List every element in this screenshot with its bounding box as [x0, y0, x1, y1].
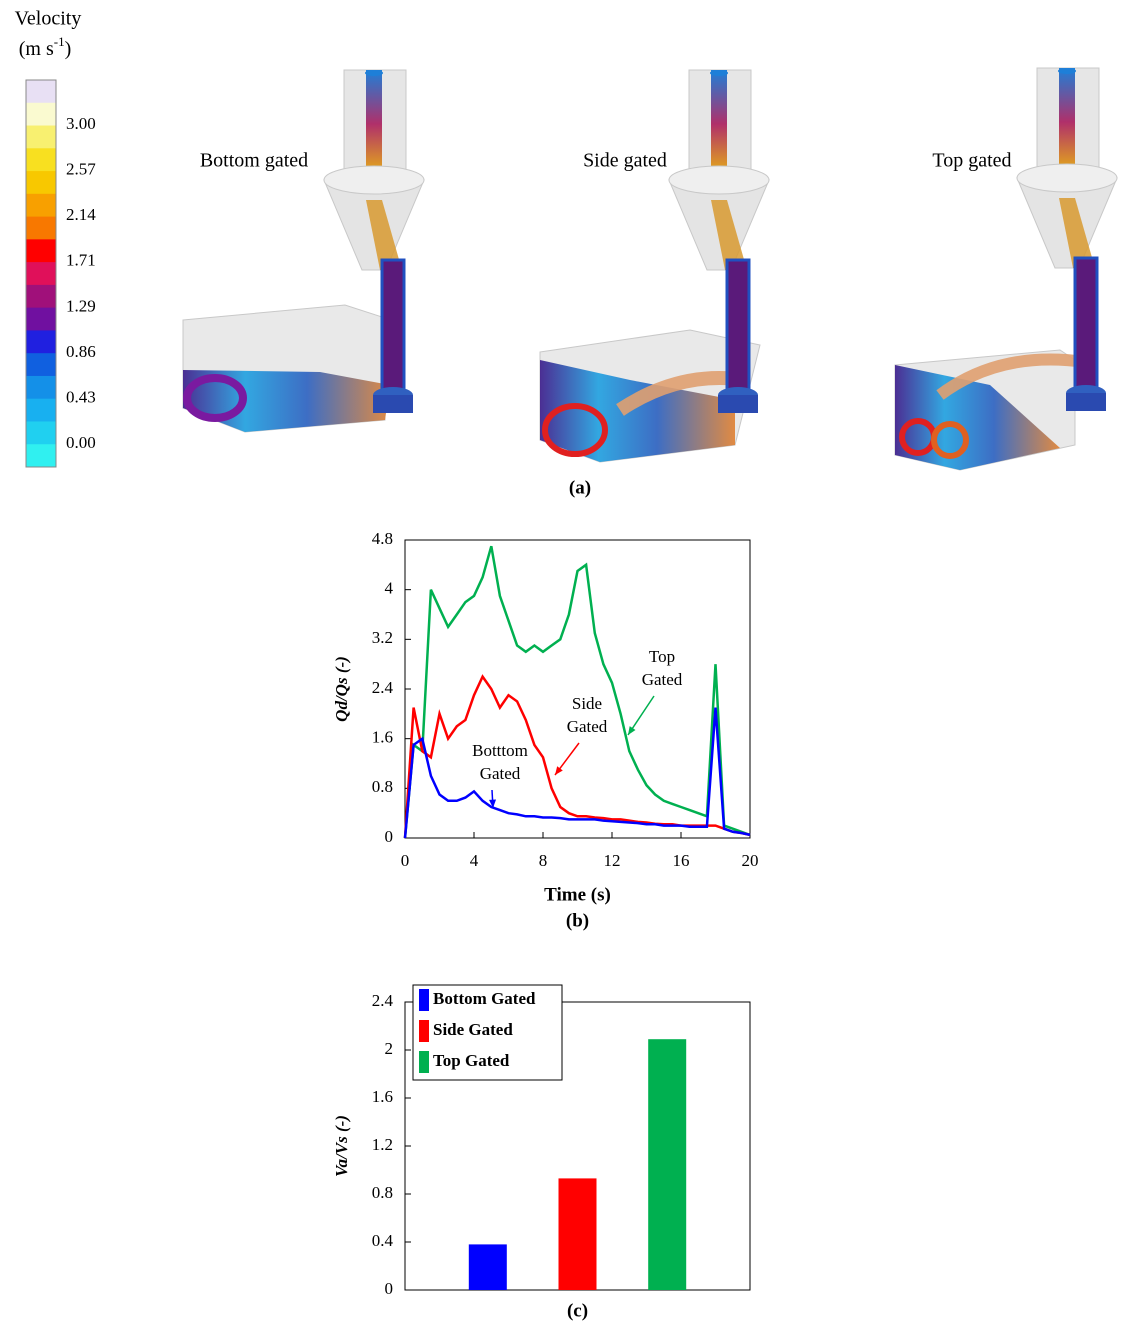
colorbar-segment	[26, 126, 56, 149]
colorbar-segment	[26, 376, 56, 399]
render-label: Bottom gated	[200, 150, 308, 172]
annotation: Botttom	[472, 741, 528, 760]
colorbar-label: 0.86	[66, 342, 96, 361]
unit-text: )	[65, 38, 72, 60]
colorbar-segment	[26, 308, 56, 331]
y-axis-label: Qd/Qs (-)	[332, 656, 351, 722]
colorbar-segment	[26, 330, 56, 353]
bar	[559, 1178, 597, 1290]
colorbar-segment	[26, 194, 56, 217]
arrow-head	[555, 766, 563, 775]
colorbar-segment	[26, 239, 56, 262]
colorbar-segment	[26, 353, 56, 376]
legend-swatch	[419, 1051, 429, 1073]
annotation: Gated	[567, 717, 608, 736]
x-tick-label: 0	[401, 851, 410, 870]
x-tick-label: 8	[539, 851, 548, 870]
y-tick-label: 2.4	[372, 678, 394, 697]
legend-swatch	[419, 989, 429, 1011]
plot-frame	[405, 540, 750, 838]
y-tick-label: 0	[385, 827, 394, 846]
y-tick-label: 0.8	[372, 1183, 393, 1202]
colorbar-segment	[26, 103, 56, 126]
render-label: Side gated	[583, 150, 667, 172]
colorbar-label: 3.00	[66, 114, 96, 133]
y-axis-label: Va/Vs (-)	[332, 1115, 351, 1177]
colorbar-segment	[26, 399, 56, 422]
bar	[648, 1039, 686, 1290]
caption: (c)	[567, 1300, 588, 1321]
bar	[469, 1244, 507, 1290]
legend-label: Side Gated	[433, 1020, 513, 1039]
caption: (a)	[569, 477, 591, 498]
annotation: Side	[572, 694, 602, 713]
colorbar-segment	[26, 80, 56, 103]
legend-label: Bottom Gated	[433, 989, 536, 1008]
x-tick-label: 12	[604, 851, 621, 870]
y-tick-label: 0.4	[372, 1231, 394, 1250]
render-label: Top gated	[932, 150, 1011, 172]
colorbar-label: 1.29	[66, 296, 96, 315]
annotation: Top	[649, 647, 675, 666]
x-tick-label: 4	[470, 851, 479, 870]
colorbar-segment	[26, 171, 56, 194]
y-tick-label: 2	[385, 1039, 394, 1058]
arrow-head	[628, 726, 636, 735]
y-tick-label: 2.4	[372, 991, 394, 1010]
colorbar-label: 0.43	[66, 388, 96, 407]
y-tick-label: 1.6	[372, 1087, 393, 1106]
unit-text: (m s	[19, 38, 54, 60]
colorbar-segment	[26, 444, 56, 467]
colorbar-label: 1.71	[66, 251, 96, 270]
figure: Velocity (m s-1) Bottom gated Side gated…	[0, 0, 1127, 1324]
x-axis-label: Time (s)	[544, 884, 611, 905]
y-tick-label: 3.2	[372, 628, 393, 647]
y-tick-label: 0.8	[372, 777, 393, 796]
y-tick-label: 4	[385, 579, 394, 598]
colorbar-segment	[26, 421, 56, 444]
unit-exponent: -1	[54, 34, 65, 49]
colorbar-segment	[26, 148, 56, 171]
y-tick-label: 1.6	[372, 728, 393, 747]
render-side	[540, 70, 769, 462]
colorbar-segment	[26, 217, 56, 240]
colorbar-unit: (m s-1)	[19, 34, 72, 60]
annotation: Gated	[480, 764, 521, 783]
legend-swatch	[419, 1020, 429, 1042]
colorbar-segment	[26, 285, 56, 308]
x-tick-label: 20	[742, 851, 759, 870]
y-tick-label: 1.2	[372, 1135, 393, 1154]
render-bottom	[183, 70, 424, 432]
colorbar-label: 2.57	[66, 160, 96, 179]
annotation: Gated	[642, 670, 683, 689]
x-tick-label: 16	[673, 851, 690, 870]
line-series	[405, 546, 750, 838]
caption: (b)	[566, 910, 589, 931]
colorbar-label: 0.00	[66, 433, 96, 452]
legend-label: Top Gated	[433, 1051, 510, 1070]
y-tick-label: 4.8	[372, 529, 393, 548]
colorbar	[26, 80, 56, 468]
colorbar-label: 2.14	[66, 205, 96, 224]
y-tick-label: 0	[385, 1279, 394, 1298]
colorbar-segment	[26, 262, 56, 285]
colorbar-title: Velocity	[15, 8, 82, 30]
render-top	[895, 68, 1117, 470]
